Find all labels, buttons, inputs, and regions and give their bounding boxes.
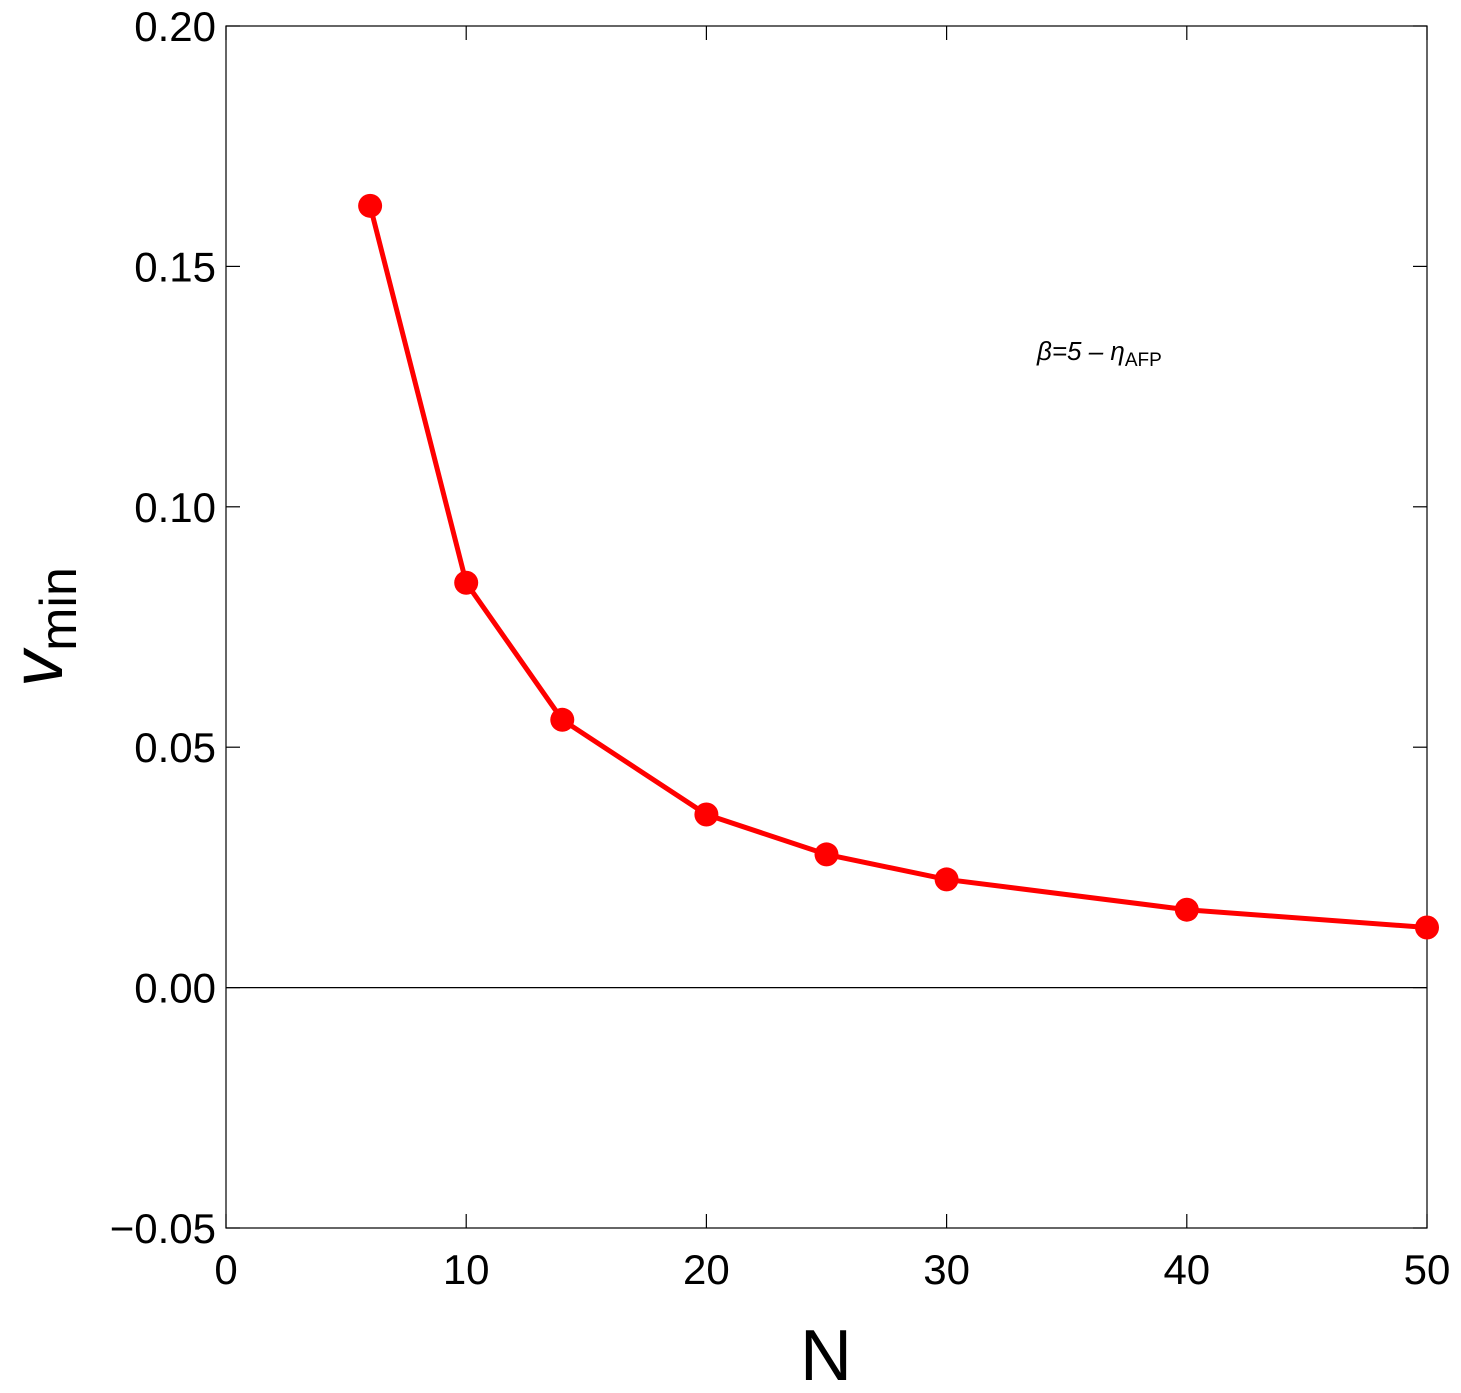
x-tick-label: 40 [1163, 1246, 1210, 1293]
x-tick-label: 0 [214, 1246, 237, 1293]
x-tick-label: 10 [443, 1246, 490, 1293]
data-point [1174, 897, 1199, 922]
annotation-main: β=5 – η [1036, 336, 1125, 366]
x-tick-label: 30 [923, 1246, 970, 1293]
y-tick-label: 0.05 [134, 724, 216, 771]
y-axis-label-main: v [0, 647, 78, 687]
annotation-sub: AFP [1125, 350, 1162, 371]
x-tick-label: 20 [683, 1246, 730, 1293]
y-tick-label: 0.10 [134, 484, 216, 531]
plot-frame [225, 25, 1428, 1229]
y-tick-label: 0.20 [134, 3, 216, 50]
x-tick-label: 50 [1404, 1246, 1451, 1293]
data-point [934, 867, 959, 892]
y-axis-label-group: vmin [0, 567, 88, 687]
data-point [814, 842, 839, 867]
data-point [454, 570, 479, 595]
annotation: β=5 – ηAFP [1036, 336, 1162, 371]
y-axis-label-sub: min [30, 567, 88, 651]
data-point [1415, 915, 1439, 940]
y-tick-label: −0.05 [110, 1205, 216, 1252]
y-tick-label: 0.15 [134, 243, 216, 290]
y-tick-label: 0.00 [134, 965, 216, 1012]
data-point [358, 193, 383, 218]
data-point [694, 802, 719, 827]
y-axis-label: vmin [0, 567, 88, 687]
series-line [367, 205, 1428, 930]
x-axis-label: N [800, 1316, 852, 1393]
data-point [550, 707, 575, 732]
